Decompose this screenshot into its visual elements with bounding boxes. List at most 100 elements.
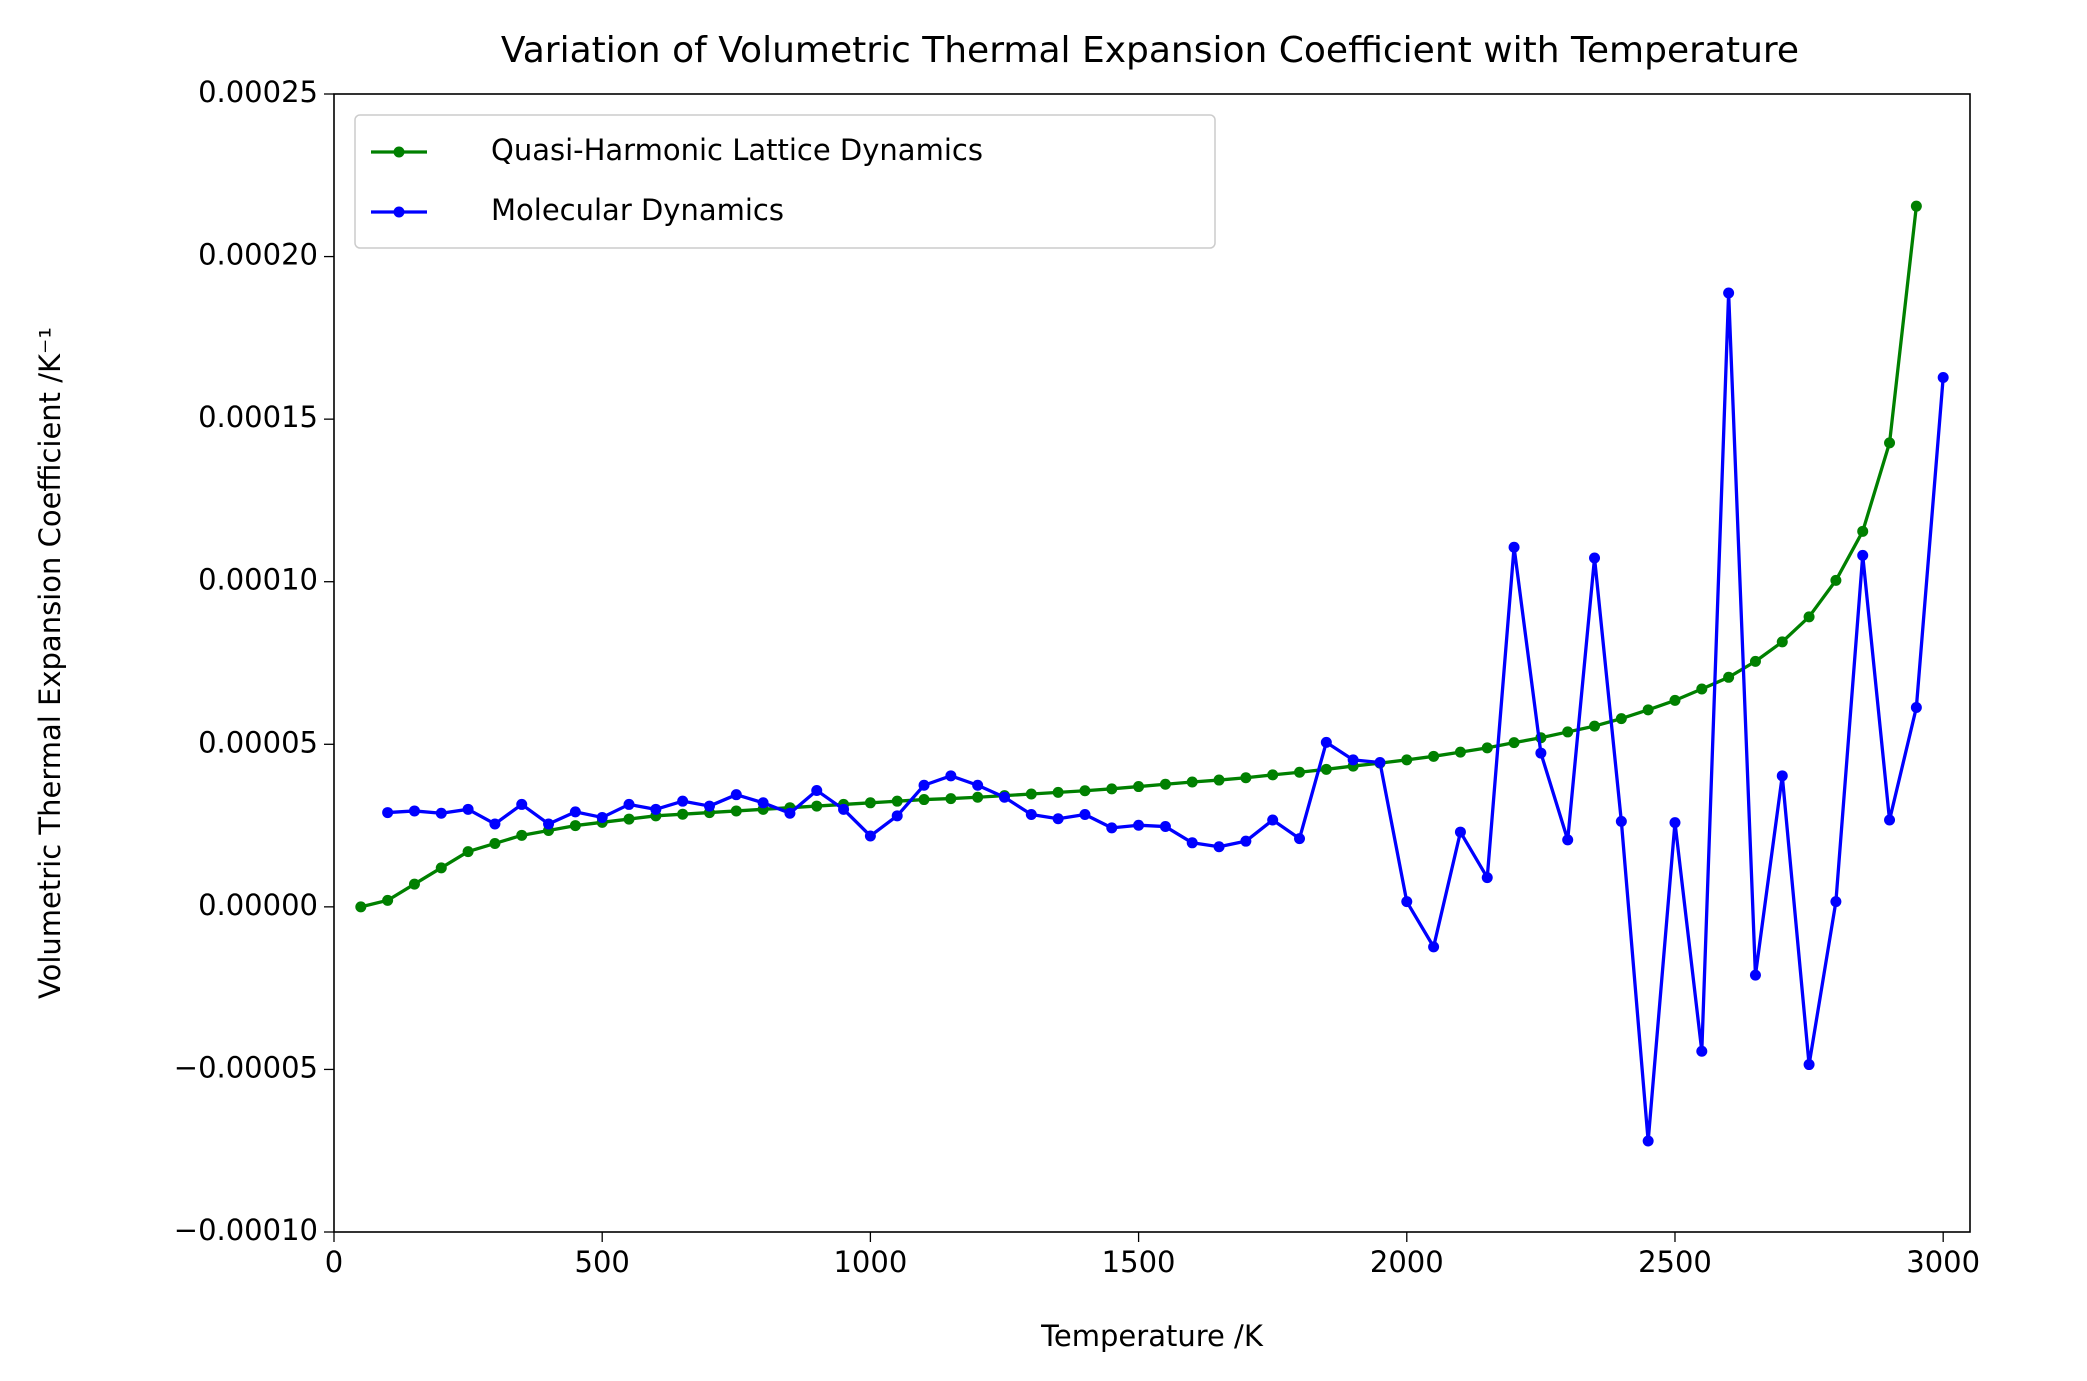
data-point [1830, 574, 1842, 586]
data-point [1320, 763, 1332, 775]
legend-marker [393, 206, 405, 218]
x-tick-label: 500 [575, 1245, 630, 1279]
legend-label: Molecular Dynamics [491, 193, 784, 227]
data-point [1857, 549, 1869, 561]
x-tick-label: 3000 [1906, 1245, 1980, 1279]
data-point [1052, 786, 1064, 798]
data-point [1079, 809, 1091, 821]
data-point [1294, 833, 1306, 845]
data-point [838, 803, 850, 815]
data-point [1696, 683, 1708, 695]
y-tick-label: 0.00010 [198, 563, 318, 597]
data-point [1454, 746, 1466, 758]
data-point [1642, 1135, 1654, 1147]
data-point [703, 800, 715, 812]
data-point [1910, 200, 1922, 212]
data-point [408, 805, 420, 817]
data-point [945, 770, 957, 782]
data-point [1186, 776, 1198, 788]
data-point [891, 810, 903, 822]
data-point [1133, 781, 1145, 793]
data-point [569, 820, 581, 832]
data-point [1025, 788, 1037, 800]
data-point [569, 806, 581, 818]
data-point [1857, 525, 1869, 537]
y-tick-label: 0.00005 [198, 725, 318, 759]
data-point [757, 797, 769, 809]
x-axis-label: Temperature /K [1040, 1319, 1264, 1353]
data-point [516, 829, 528, 841]
data-point [1696, 1045, 1708, 1057]
data-point [1079, 785, 1091, 797]
plot-frame [333, 93, 1971, 1233]
data-point [1454, 826, 1466, 838]
data-point [677, 795, 689, 807]
data-point [677, 808, 689, 820]
data-point [543, 818, 555, 830]
data-point [1267, 769, 1279, 781]
data-point [998, 791, 1010, 803]
data-point [864, 830, 876, 842]
data-point [1213, 841, 1225, 853]
data-point [1589, 720, 1601, 732]
data-point [918, 794, 930, 806]
data-point [1240, 772, 1252, 784]
data-point [1615, 815, 1627, 827]
data-point [650, 803, 662, 815]
data-point [462, 803, 474, 815]
data-point [1589, 552, 1601, 564]
data-point [1723, 287, 1735, 299]
data-point [1803, 611, 1815, 623]
data-point [1428, 941, 1440, 953]
data-point [784, 807, 796, 819]
data-point [1374, 756, 1386, 768]
legend-marker [393, 146, 405, 158]
data-point [1669, 694, 1681, 706]
data-point [1133, 819, 1145, 831]
data-point [1347, 754, 1359, 766]
x-tick-label: 2500 [1638, 1245, 1712, 1279]
data-point [1481, 872, 1493, 884]
data-point [1052, 813, 1064, 825]
data-point [811, 784, 823, 796]
data-point [489, 837, 501, 849]
x-tick-label: 1000 [833, 1245, 907, 1279]
data-point [730, 805, 742, 817]
data-point [1320, 736, 1332, 748]
data-point [730, 789, 742, 801]
data-point [1642, 704, 1654, 716]
data-point [1669, 817, 1681, 829]
data-point [1025, 809, 1037, 821]
legend-label: Quasi-Harmonic Lattice Dynamics [491, 133, 983, 167]
data-point [1884, 437, 1896, 449]
data-point [972, 791, 984, 803]
data-point [1776, 636, 1788, 648]
x-tick-label: 1500 [1102, 1245, 1176, 1279]
data-point [811, 800, 823, 812]
data-point [435, 862, 447, 874]
data-point [382, 894, 394, 906]
y-tick-label: 0.00000 [198, 888, 318, 922]
data-point [945, 793, 957, 805]
data-point [1159, 821, 1171, 833]
data-point [1401, 896, 1413, 908]
data-point [623, 798, 635, 810]
data-point [1937, 372, 1949, 384]
data-point [516, 798, 528, 810]
x-tick-label: 0 [325, 1245, 343, 1279]
data-point [1562, 726, 1574, 738]
data-point [1615, 713, 1627, 725]
data-point [596, 811, 608, 823]
x-tick-label: 2000 [1370, 1245, 1444, 1279]
chart-title: Variation of Volumetric Thermal Expansio… [501, 30, 1799, 71]
data-point [1508, 541, 1520, 553]
data-point [435, 807, 447, 819]
data-point [1776, 770, 1788, 782]
y-tick-label: 0.00020 [198, 238, 318, 272]
data-point [1481, 742, 1493, 754]
data-point [1213, 774, 1225, 786]
data-point [1884, 814, 1896, 826]
y-tick-label: 0.00025 [198, 75, 318, 109]
data-point [1106, 822, 1118, 834]
